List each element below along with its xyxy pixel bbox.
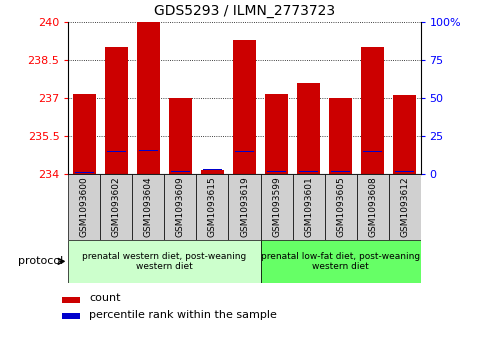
Bar xyxy=(105,47,127,174)
Bar xyxy=(201,170,223,174)
Bar xyxy=(73,94,96,174)
Bar xyxy=(228,174,260,240)
Bar xyxy=(100,174,132,240)
Bar xyxy=(361,47,383,174)
Bar xyxy=(298,171,317,172)
Bar xyxy=(235,151,253,152)
Bar xyxy=(139,150,158,151)
Title: GDS5293 / ILMN_2773723: GDS5293 / ILMN_2773723 xyxy=(154,4,334,18)
Text: protocol: protocol xyxy=(18,256,63,266)
Text: GSM1093605: GSM1093605 xyxy=(335,176,345,237)
Text: percentile rank within the sample: percentile rank within the sample xyxy=(89,310,277,320)
Bar xyxy=(68,174,100,240)
Text: GSM1093604: GSM1093604 xyxy=(143,176,153,237)
Bar xyxy=(265,94,287,174)
Bar xyxy=(266,171,285,172)
Text: GSM1093612: GSM1093612 xyxy=(399,176,408,237)
Bar xyxy=(260,240,420,283)
Bar xyxy=(356,174,388,240)
Text: prenatal western diet, post-weaning
western diet: prenatal western diet, post-weaning west… xyxy=(82,252,246,271)
Text: prenatal low-fat diet, post-weaning
western diet: prenatal low-fat diet, post-weaning west… xyxy=(261,252,419,271)
Bar xyxy=(203,169,222,170)
Bar xyxy=(292,174,324,240)
Text: GSM1093609: GSM1093609 xyxy=(176,176,184,237)
Bar xyxy=(328,98,351,174)
Text: GSM1093602: GSM1093602 xyxy=(112,176,121,237)
Text: GSM1093600: GSM1093600 xyxy=(80,176,89,237)
Bar xyxy=(362,151,381,152)
Text: GSM1093599: GSM1093599 xyxy=(271,176,281,237)
Bar xyxy=(196,174,228,240)
Bar xyxy=(132,174,164,240)
Bar xyxy=(392,95,415,174)
Bar xyxy=(388,174,420,240)
Bar xyxy=(169,98,191,174)
Text: GSM1093608: GSM1093608 xyxy=(367,176,376,237)
Bar xyxy=(233,40,255,174)
Bar xyxy=(171,171,190,172)
Bar xyxy=(62,313,80,319)
Text: count: count xyxy=(89,293,121,303)
Text: GSM1093601: GSM1093601 xyxy=(304,176,312,237)
Bar xyxy=(62,297,80,303)
Bar xyxy=(330,171,349,172)
Bar xyxy=(68,240,260,283)
Text: GSM1093615: GSM1093615 xyxy=(207,176,217,237)
Bar xyxy=(297,83,319,174)
Bar xyxy=(107,151,126,152)
Text: GSM1093619: GSM1093619 xyxy=(240,176,248,237)
Bar xyxy=(260,174,292,240)
Bar xyxy=(137,22,160,174)
Bar xyxy=(75,172,94,173)
Bar xyxy=(324,174,356,240)
Bar xyxy=(164,174,196,240)
Bar xyxy=(394,171,413,172)
